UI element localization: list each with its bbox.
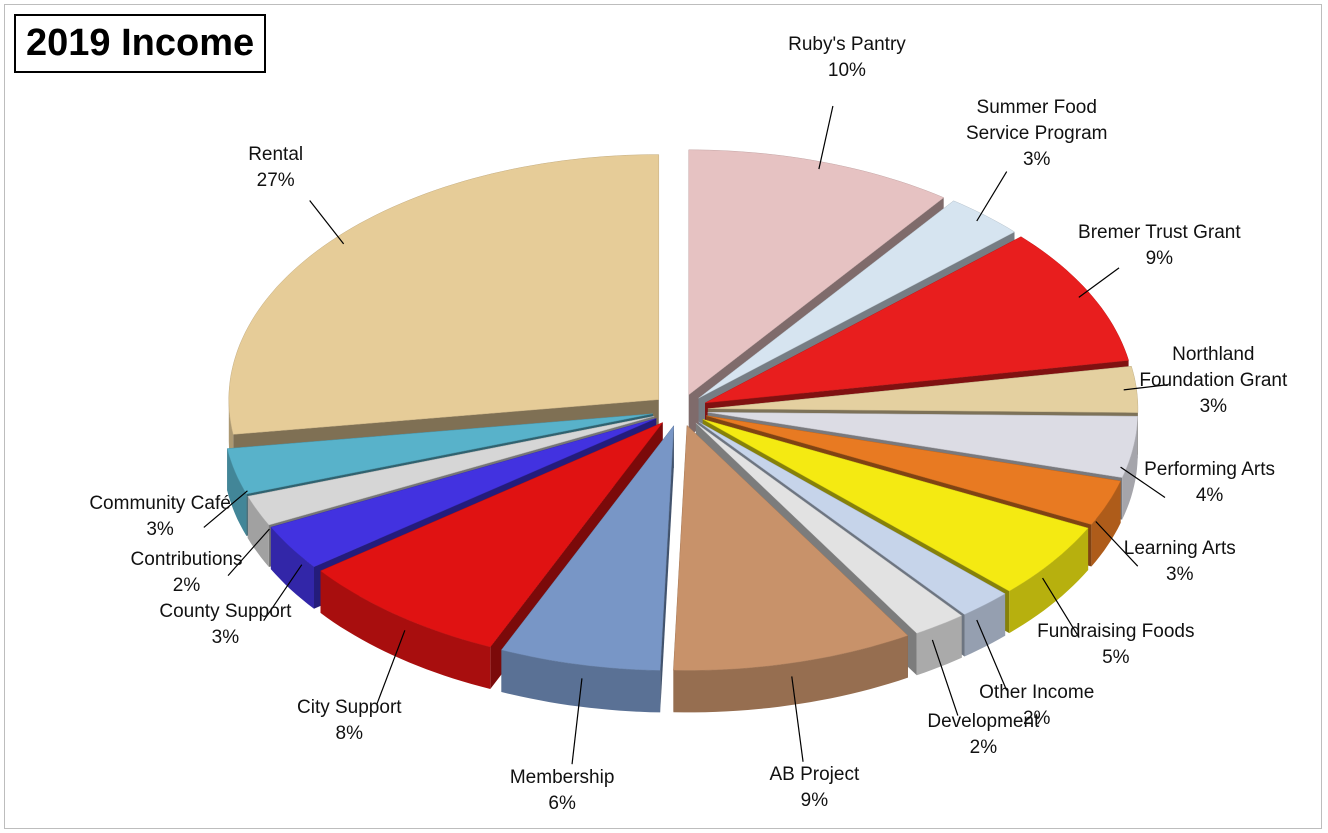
value-label: 3% [1199, 395, 1228, 417]
slice-side [1091, 481, 1121, 567]
leader-line [309, 200, 345, 245]
category-label: Membership [509, 766, 615, 788]
slice-side [1122, 416, 1138, 520]
slice [247, 415, 655, 526]
slice [706, 415, 1121, 525]
value-label: 5% [1102, 646, 1130, 668]
data-label: Rental 27% [191, 142, 361, 194]
slice [698, 421, 1006, 615]
value-label: 10% [827, 60, 866, 82]
slice-wall [660, 425, 674, 713]
data-label: City Support 8% [264, 695, 434, 747]
category-label: Development [927, 710, 1040, 732]
slice [228, 154, 660, 435]
category-label: Northland Foundation Grant [1139, 343, 1288, 391]
category-label: Other Income [979, 681, 1095, 703]
value-label: 2% [969, 736, 998, 758]
category-label: Rental [248, 143, 304, 165]
slice-side [916, 615, 962, 676]
slice-side [320, 570, 491, 689]
leader-line [1095, 521, 1139, 567]
slice [695, 422, 963, 634]
value-label: 27% [256, 169, 295, 191]
value-label: 6% [548, 792, 576, 814]
leader-line [976, 171, 1008, 222]
category-label: Bremer Trust Grant [1078, 221, 1241, 243]
chart-frame [4, 4, 1322, 829]
slice [704, 236, 1129, 404]
category-label: City Support [297, 696, 402, 718]
value-label: 3% [1166, 564, 1194, 586]
category-label: Learning Arts [1123, 538, 1236, 560]
slice [270, 418, 657, 568]
data-label: Development 2% [898, 709, 1068, 761]
data-label: Learning Arts 3% [1095, 536, 1265, 588]
value-label: 2% [172, 574, 201, 596]
slice-side [964, 593, 1006, 657]
slice [500, 424, 675, 671]
slice-side [270, 527, 314, 609]
value-label: 9% [800, 790, 829, 812]
data-label: Summer Food Service Program 3% [952, 95, 1122, 173]
category-label: Summer Food Service Program [965, 97, 1108, 145]
value-label: 3% [146, 519, 174, 541]
value-label: 3% [1022, 149, 1051, 171]
slice [226, 413, 653, 495]
category-label: County Support [159, 601, 292, 623]
leader-line [227, 528, 270, 577]
data-label: County Support 3% [140, 599, 310, 651]
slice [707, 365, 1139, 413]
leader-line [376, 630, 406, 704]
category-label: AB Project [769, 764, 860, 786]
value-label: 8% [335, 722, 364, 744]
data-label: Ruby's Pantry 10% [762, 32, 932, 84]
slice [320, 421, 664, 648]
leader-line [818, 105, 834, 170]
category-label: Community Café [89, 493, 231, 515]
data-label: AB Project 9% [729, 762, 899, 814]
leader-line [791, 676, 804, 762]
value-label: 3% [211, 627, 240, 649]
value-label: 2% [1022, 707, 1051, 729]
slice [688, 149, 945, 396]
leader-line [931, 639, 959, 716]
category-label: Performing Arts [1144, 458, 1276, 480]
data-label: Community Café 3% [75, 491, 245, 543]
category-label: Contributions [130, 548, 243, 570]
data-label: Membership 6% [477, 765, 647, 817]
slice-side [1009, 528, 1089, 634]
leader-line [1042, 577, 1080, 638]
slice [698, 200, 1016, 399]
slice [702, 419, 1089, 592]
slice [707, 412, 1138, 478]
chart-title: 2019 Income [14, 14, 267, 73]
data-label: Fundraising Foods 5% [1031, 619, 1201, 671]
value-label: 4% [1195, 484, 1224, 506]
leader-line [1123, 384, 1169, 391]
slice-side [247, 496, 269, 567]
slice-side [501, 650, 661, 713]
slice [673, 424, 909, 671]
slice-side [673, 635, 908, 713]
leader-line [571, 678, 583, 765]
data-label: Bremer Trust Grant 9% [1074, 220, 1244, 272]
leader-line [1120, 466, 1166, 499]
leader-line [976, 619, 1008, 691]
slice-side [227, 448, 247, 536]
data-label: Other Income 2% [952, 680, 1122, 732]
category-label: Fundraising Foods [1037, 620, 1195, 642]
category-label: Ruby's Pantry [788, 34, 906, 56]
leader-line [263, 564, 303, 622]
data-label: Performing Arts 4% [1125, 457, 1295, 509]
data-label: Northland Foundation Grant 3% [1128, 342, 1298, 420]
value-label: 9% [1145, 247, 1174, 269]
data-label: Contributions 2% [102, 547, 272, 599]
leader-line [203, 490, 248, 528]
leader-line [1078, 267, 1120, 298]
